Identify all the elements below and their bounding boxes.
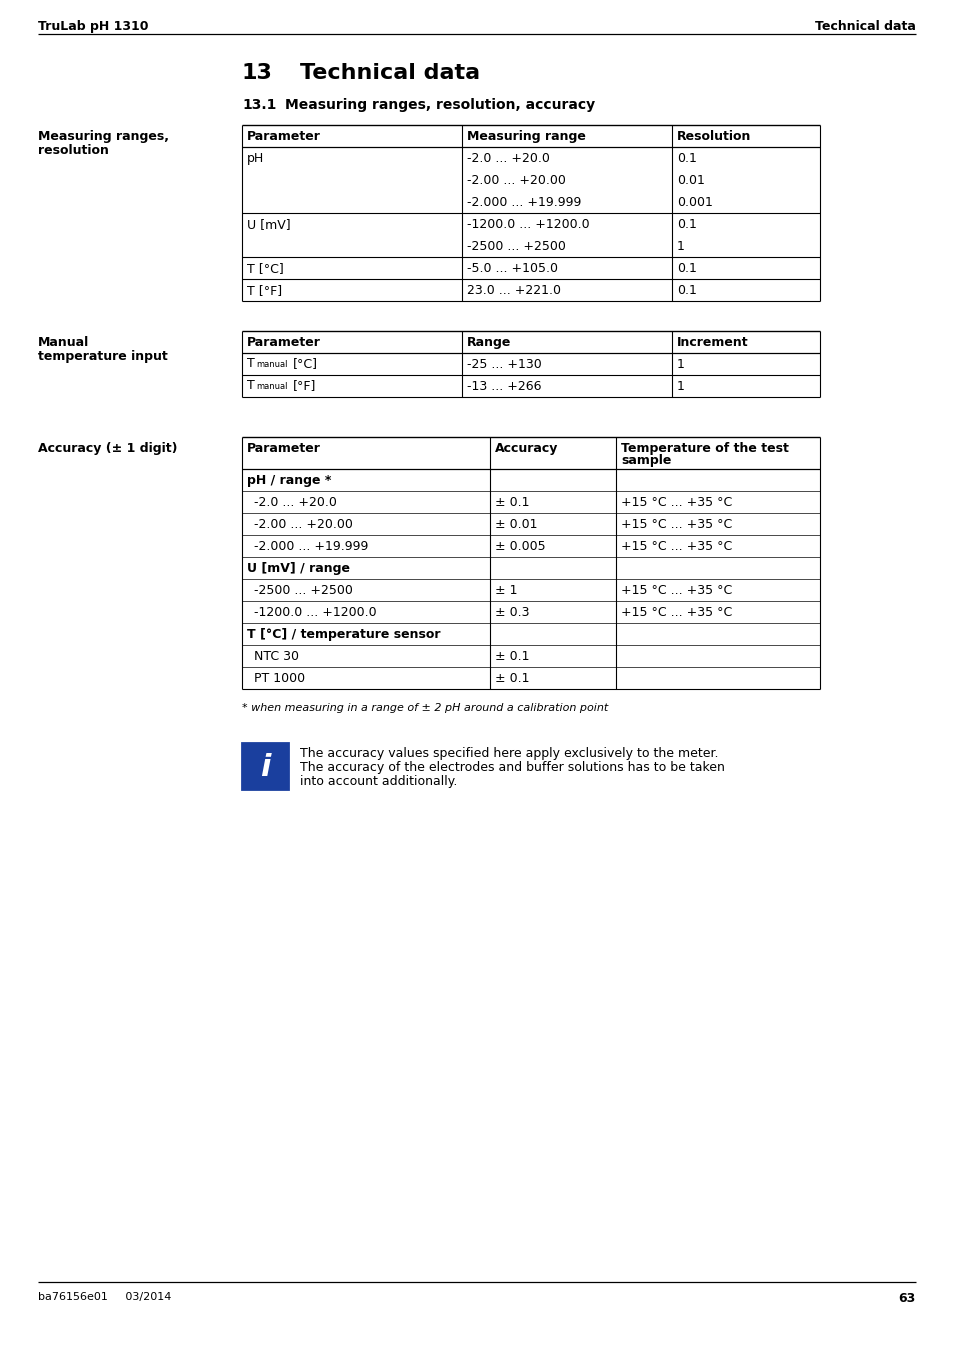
Text: Temperature of the test: Temperature of the test — [620, 441, 788, 455]
Text: 0.1: 0.1 — [677, 153, 696, 165]
Text: manual: manual — [255, 382, 287, 391]
Text: Measuring ranges, resolution, accuracy: Measuring ranges, resolution, accuracy — [285, 99, 595, 112]
Text: 63: 63 — [898, 1292, 915, 1305]
Text: U [mV] / range: U [mV] / range — [247, 562, 350, 575]
Text: 13.1: 13.1 — [242, 99, 276, 112]
Text: Parameter: Parameter — [247, 441, 320, 455]
Text: [°F]: [°F] — [293, 379, 316, 391]
Text: Parameter: Parameter — [247, 130, 320, 143]
Text: Accuracy: Accuracy — [495, 441, 558, 455]
Text: -2500 ... +2500: -2500 ... +2500 — [467, 240, 565, 252]
Text: pH / range *: pH / range * — [247, 474, 331, 487]
Text: +15 °C ... +35 °C: +15 °C ... +35 °C — [620, 540, 732, 553]
Text: T: T — [247, 379, 254, 391]
Text: TruLab pH 1310: TruLab pH 1310 — [38, 20, 149, 32]
Text: -2.00 ... +20.00: -2.00 ... +20.00 — [467, 174, 565, 188]
Text: temperature input: temperature input — [38, 350, 168, 363]
Text: [°C]: [°C] — [293, 356, 317, 370]
FancyBboxPatch shape — [242, 743, 288, 788]
Text: -2.000 ... +19.999: -2.000 ... +19.999 — [253, 540, 368, 553]
Text: 0.1: 0.1 — [677, 262, 696, 275]
Text: U [mV]: U [mV] — [247, 217, 291, 231]
Text: The accuracy values specified here apply exclusively to the meter.: The accuracy values specified here apply… — [299, 747, 718, 760]
Text: ± 0.01: ± 0.01 — [495, 518, 537, 531]
Text: -1200.0 ... +1200.0: -1200.0 ... +1200.0 — [253, 606, 376, 620]
Text: -2.000 ... +19.999: -2.000 ... +19.999 — [467, 196, 580, 209]
Text: 1: 1 — [677, 358, 684, 371]
Text: ba76156e01     03/2014: ba76156e01 03/2014 — [38, 1292, 172, 1301]
Text: 0.1: 0.1 — [677, 217, 696, 231]
Text: ± 0.3: ± 0.3 — [495, 606, 529, 620]
Text: i: i — [259, 753, 270, 783]
Text: +15 °C ... +35 °C: +15 °C ... +35 °C — [620, 585, 732, 597]
Text: -2.0 ... +20.0: -2.0 ... +20.0 — [467, 153, 549, 165]
Text: ± 0.1: ± 0.1 — [495, 649, 529, 663]
Text: +15 °C ... +35 °C: +15 °C ... +35 °C — [620, 495, 732, 509]
Text: into account additionally.: into account additionally. — [299, 775, 456, 788]
Text: Technical data: Technical data — [299, 63, 479, 82]
Text: NTC 30: NTC 30 — [253, 649, 298, 663]
Text: Measuring ranges,: Measuring ranges, — [38, 130, 169, 143]
Text: +15 °C ... +35 °C: +15 °C ... +35 °C — [620, 518, 732, 531]
Text: -1200.0 ... +1200.0: -1200.0 ... +1200.0 — [467, 217, 589, 231]
Text: T: T — [247, 356, 254, 370]
Text: resolution: resolution — [38, 144, 109, 157]
Text: ± 0.005: ± 0.005 — [495, 540, 545, 553]
Text: -5.0 ... +105.0: -5.0 ... +105.0 — [467, 262, 558, 275]
Text: 0.001: 0.001 — [677, 196, 712, 209]
Text: sample: sample — [620, 454, 671, 467]
Text: Technical data: Technical data — [814, 20, 915, 32]
Text: 1: 1 — [677, 379, 684, 393]
Text: -2500 ... +2500: -2500 ... +2500 — [253, 585, 353, 597]
Text: The accuracy of the electrodes and buffer solutions has to be taken: The accuracy of the electrodes and buffe… — [299, 761, 724, 774]
Text: 0.01: 0.01 — [677, 174, 704, 188]
Text: 1: 1 — [677, 240, 684, 252]
Text: -2.0 ... +20.0: -2.0 ... +20.0 — [253, 495, 336, 509]
Text: pH: pH — [247, 153, 264, 165]
Text: 13: 13 — [242, 63, 273, 82]
Text: T [°F]: T [°F] — [247, 284, 282, 297]
Text: 23.0 ... +221.0: 23.0 ... +221.0 — [467, 284, 560, 297]
Text: Measuring range: Measuring range — [467, 130, 585, 143]
Text: Range: Range — [467, 336, 511, 350]
Text: * when measuring in a range of ± 2 pH around a calibration point: * when measuring in a range of ± 2 pH ar… — [242, 703, 608, 713]
Text: ± 0.1: ± 0.1 — [495, 495, 529, 509]
Text: -25 ... +130: -25 ... +130 — [467, 358, 541, 371]
Text: Manual: Manual — [38, 336, 90, 350]
Text: Increment: Increment — [677, 336, 748, 350]
Text: T [°C] / temperature sensor: T [°C] / temperature sensor — [247, 628, 440, 641]
Text: ± 0.1: ± 0.1 — [495, 672, 529, 684]
Text: Resolution: Resolution — [677, 130, 751, 143]
Text: T [°C]: T [°C] — [247, 262, 283, 275]
Text: Parameter: Parameter — [247, 336, 320, 350]
Text: -13 ... +266: -13 ... +266 — [467, 379, 541, 393]
Text: ± 1: ± 1 — [495, 585, 517, 597]
Text: -2.00 ... +20.00: -2.00 ... +20.00 — [253, 518, 353, 531]
Text: 0.1: 0.1 — [677, 284, 696, 297]
Text: PT 1000: PT 1000 — [253, 672, 305, 684]
Text: +15 °C ... +35 °C: +15 °C ... +35 °C — [620, 606, 732, 620]
Text: manual: manual — [255, 360, 287, 369]
Text: Accuracy (± 1 digit): Accuracy (± 1 digit) — [38, 441, 177, 455]
